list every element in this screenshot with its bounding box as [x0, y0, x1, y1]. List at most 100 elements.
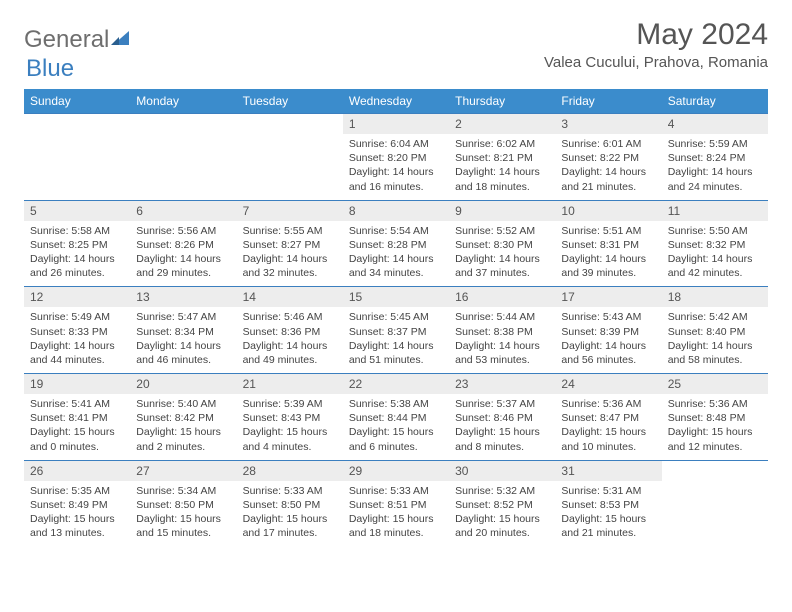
day-number-cell	[130, 114, 236, 135]
day-content-cell: Sunrise: 5:34 AMSunset: 8:50 PMDaylight:…	[130, 481, 236, 547]
sunset-text: Sunset: 8:46 PM	[455, 411, 549, 425]
daylight-text: Daylight: 14 hours and 29 minutes.	[136, 252, 230, 280]
day-number-cell: 14	[237, 287, 343, 308]
daylight-text: Daylight: 15 hours and 21 minutes.	[561, 512, 655, 540]
sunrise-text: Sunrise: 5:36 AM	[668, 397, 762, 411]
sunset-text: Sunset: 8:48 PM	[668, 411, 762, 425]
day-number-cell: 23	[449, 374, 555, 395]
daylight-text: Daylight: 14 hours and 53 minutes.	[455, 339, 549, 367]
sunset-text: Sunset: 8:25 PM	[30, 238, 124, 252]
day-content-row: Sunrise: 6:04 AMSunset: 8:20 PMDaylight:…	[24, 134, 768, 200]
sunrise-text: Sunrise: 5:33 AM	[243, 484, 337, 498]
daylight-text: Daylight: 15 hours and 12 minutes.	[668, 425, 762, 453]
daylight-text: Daylight: 14 hours and 37 minutes.	[455, 252, 549, 280]
weekday-header: Tuesday	[237, 89, 343, 114]
daylight-text: Daylight: 14 hours and 49 minutes.	[243, 339, 337, 367]
daynum-row: 12131415161718	[24, 287, 768, 308]
day-number-cell	[24, 114, 130, 135]
day-number-cell: 15	[343, 287, 449, 308]
day-number-cell: 29	[343, 460, 449, 481]
daylight-text: Daylight: 15 hours and 20 minutes.	[455, 512, 549, 540]
daylight-text: Daylight: 14 hours and 21 minutes.	[561, 165, 655, 193]
day-content-cell: Sunrise: 6:02 AMSunset: 8:21 PMDaylight:…	[449, 134, 555, 200]
daylight-text: Daylight: 15 hours and 6 minutes.	[349, 425, 443, 453]
day-content-cell: Sunrise: 5:55 AMSunset: 8:27 PMDaylight:…	[237, 221, 343, 287]
day-content-cell: Sunrise: 5:38 AMSunset: 8:44 PMDaylight:…	[343, 394, 449, 460]
day-number-cell: 5	[24, 200, 130, 221]
day-content-cell	[662, 481, 768, 547]
day-number-cell: 2	[449, 114, 555, 135]
daylight-text: Daylight: 14 hours and 42 minutes.	[668, 252, 762, 280]
sunrise-text: Sunrise: 5:32 AM	[455, 484, 549, 498]
sunset-text: Sunset: 8:32 PM	[668, 238, 762, 252]
day-content-cell: Sunrise: 5:36 AMSunset: 8:48 PMDaylight:…	[662, 394, 768, 460]
day-number-cell: 26	[24, 460, 130, 481]
sunset-text: Sunset: 8:38 PM	[455, 325, 549, 339]
day-content-cell: Sunrise: 5:56 AMSunset: 8:26 PMDaylight:…	[130, 221, 236, 287]
day-content-cell: Sunrise: 6:04 AMSunset: 8:20 PMDaylight:…	[343, 134, 449, 200]
day-number-cell: 7	[237, 200, 343, 221]
daylight-text: Daylight: 14 hours and 32 minutes.	[243, 252, 337, 280]
sunrise-text: Sunrise: 5:59 AM	[668, 137, 762, 151]
sunset-text: Sunset: 8:28 PM	[349, 238, 443, 252]
day-number-cell: 11	[662, 200, 768, 221]
sunset-text: Sunset: 8:36 PM	[243, 325, 337, 339]
daylight-text: Daylight: 15 hours and 18 minutes.	[349, 512, 443, 540]
sunrise-text: Sunrise: 5:55 AM	[243, 224, 337, 238]
day-content-cell: Sunrise: 5:32 AMSunset: 8:52 PMDaylight:…	[449, 481, 555, 547]
sunset-text: Sunset: 8:53 PM	[561, 498, 655, 512]
day-number-cell: 12	[24, 287, 130, 308]
sunrise-text: Sunrise: 5:47 AM	[136, 310, 230, 324]
day-number-cell: 8	[343, 200, 449, 221]
sunrise-text: Sunrise: 5:54 AM	[349, 224, 443, 238]
day-content-cell: Sunrise: 5:47 AMSunset: 8:34 PMDaylight:…	[130, 307, 236, 373]
day-number-cell: 18	[662, 287, 768, 308]
weekday-header-row: Sunday Monday Tuesday Wednesday Thursday…	[24, 89, 768, 114]
day-number-cell	[237, 114, 343, 135]
sunrise-text: Sunrise: 6:04 AM	[349, 137, 443, 151]
sunset-text: Sunset: 8:30 PM	[455, 238, 549, 252]
day-content-cell: Sunrise: 5:31 AMSunset: 8:53 PMDaylight:…	[555, 481, 661, 547]
day-content-row: Sunrise: 5:49 AMSunset: 8:33 PMDaylight:…	[24, 307, 768, 373]
title-block: May 2024 Valea Cucului, Prahova, Romania	[544, 18, 768, 71]
day-content-cell	[237, 134, 343, 200]
day-number-cell: 4	[662, 114, 768, 135]
day-content-cell: Sunrise: 5:39 AMSunset: 8:43 PMDaylight:…	[237, 394, 343, 460]
logo-text-general: General	[24, 26, 109, 54]
sunrise-text: Sunrise: 5:51 AM	[561, 224, 655, 238]
sunset-text: Sunset: 8:42 PM	[136, 411, 230, 425]
sunrise-text: Sunrise: 5:50 AM	[668, 224, 762, 238]
daylight-text: Daylight: 14 hours and 58 minutes.	[668, 339, 762, 367]
sunrise-text: Sunrise: 5:40 AM	[136, 397, 230, 411]
daylight-text: Daylight: 14 hours and 46 minutes.	[136, 339, 230, 367]
day-number-cell: 1	[343, 114, 449, 135]
day-content-cell: Sunrise: 5:40 AMSunset: 8:42 PMDaylight:…	[130, 394, 236, 460]
day-number-cell: 30	[449, 460, 555, 481]
day-number-cell: 6	[130, 200, 236, 221]
day-content-cell	[24, 134, 130, 200]
daylight-text: Daylight: 15 hours and 13 minutes.	[30, 512, 124, 540]
sunset-text: Sunset: 8:52 PM	[455, 498, 549, 512]
day-content-cell: Sunrise: 5:33 AMSunset: 8:50 PMDaylight:…	[237, 481, 343, 547]
day-content-row: Sunrise: 5:35 AMSunset: 8:49 PMDaylight:…	[24, 481, 768, 547]
day-content-cell: Sunrise: 5:33 AMSunset: 8:51 PMDaylight:…	[343, 481, 449, 547]
day-number-cell: 16	[449, 287, 555, 308]
sunset-text: Sunset: 8:39 PM	[561, 325, 655, 339]
day-number-cell	[662, 460, 768, 481]
day-content-cell: Sunrise: 5:52 AMSunset: 8:30 PMDaylight:…	[449, 221, 555, 287]
sunrise-text: Sunrise: 5:43 AM	[561, 310, 655, 324]
daynum-row: 567891011	[24, 200, 768, 221]
daylight-text: Daylight: 14 hours and 24 minutes.	[668, 165, 762, 193]
daylight-text: Daylight: 15 hours and 10 minutes.	[561, 425, 655, 453]
day-number-cell: 28	[237, 460, 343, 481]
daynum-row: 262728293031	[24, 460, 768, 481]
day-number-cell: 17	[555, 287, 661, 308]
weekday-header: Wednesday	[343, 89, 449, 114]
day-number-cell: 10	[555, 200, 661, 221]
sunrise-text: Sunrise: 5:37 AM	[455, 397, 549, 411]
daylight-text: Daylight: 15 hours and 17 minutes.	[243, 512, 337, 540]
daynum-row: 19202122232425	[24, 374, 768, 395]
calendar-body: 1 23 4 Sunrise: 6:04 AMSunset: 8:20 PMDayli…	[24, 114, 768, 547]
sunrise-text: Sunrise: 5:52 AM	[455, 224, 549, 238]
day-content-cell: Sunrise: 5:44 AMSunset: 8:38 PMDaylight:…	[449, 307, 555, 373]
